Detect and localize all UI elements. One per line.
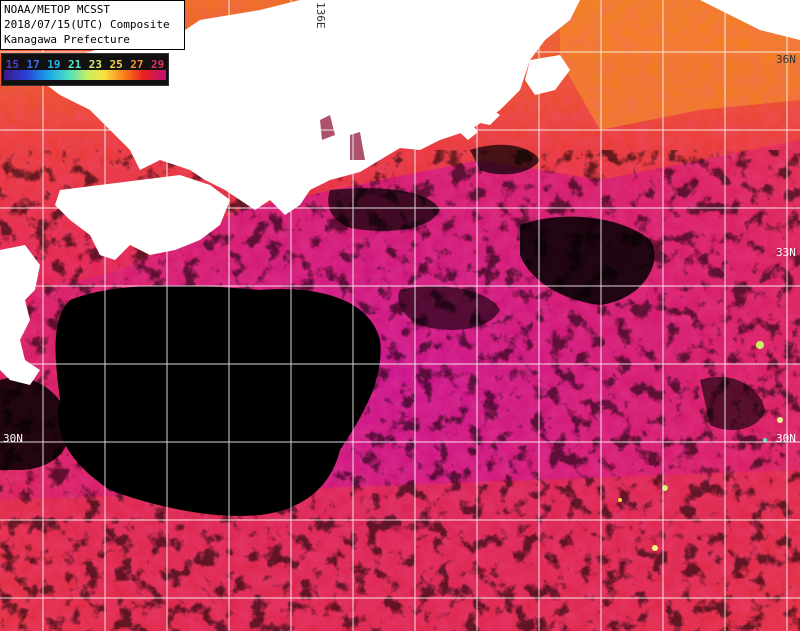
- legend-value: 15: [5, 58, 19, 71]
- legend-value: 23: [88, 58, 102, 71]
- lat-label-36n: 36N: [776, 53, 796, 66]
- shikoku-landmass: [55, 175, 230, 260]
- legend-value: 17: [26, 58, 40, 71]
- honshu-landmass: [40, 0, 580, 215]
- lon-label-136e: 136E: [314, 2, 327, 29]
- high-temp-spots: [618, 341, 783, 551]
- region-name: Kanagawa Prefecture: [4, 33, 130, 46]
- legend-color-bar: [4, 70, 166, 80]
- legend-value: 27: [130, 58, 144, 71]
- legend-value: 25: [109, 58, 123, 71]
- kyushu-landmass: [0, 245, 40, 385]
- product-title: NOAA/METOP MCSST: [4, 3, 110, 16]
- lat-label-30n-right: 30N: [776, 432, 796, 445]
- lat-label-30n-left: 30N: [3, 432, 23, 445]
- land-japan: [0, 0, 800, 385]
- coast-details: [320, 115, 365, 160]
- legend-value: 29: [151, 58, 165, 71]
- legend-value: 21: [68, 58, 82, 71]
- legend-value: 19: [47, 58, 61, 71]
- temperature-legend: 15 17 19 21 23 25 27 29: [1, 53, 169, 86]
- legend-labels: 15 17 19 21 23 25 27 29: [2, 58, 168, 72]
- lat-label-33n: 33N: [776, 246, 796, 259]
- date-composite: 2018/07/15(UTC) Composite: [4, 18, 170, 31]
- map-info-box: NOAA/METOP MCSST 2018/07/15(UTC) Composi…: [0, 0, 185, 50]
